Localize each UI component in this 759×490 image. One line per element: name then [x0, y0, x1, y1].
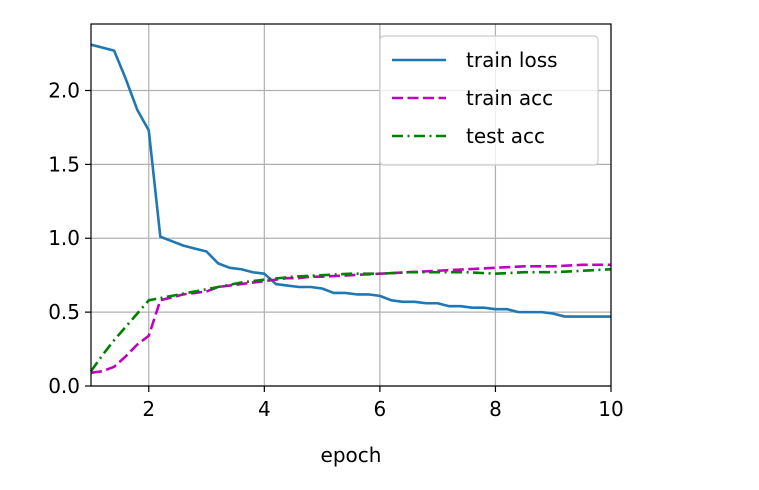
legend-label: test acc [466, 124, 545, 148]
y-tick-label: 1.5 [48, 152, 80, 176]
legend: train loss train acc test acc [380, 36, 598, 165]
x-tick-label: 6 [374, 397, 387, 421]
x-tick-label: 2 [142, 397, 155, 421]
y-tick-label: 0.0 [48, 374, 80, 398]
x-tick-label: 4 [258, 397, 271, 421]
x-tick-label: 8 [489, 397, 502, 421]
series-line-train-acc [91, 265, 611, 373]
legend-label: train loss [466, 48, 558, 72]
y-tick-label: 2.0 [48, 78, 80, 102]
legend-label: train acc [466, 86, 553, 110]
y-tick-label: 0.5 [48, 300, 80, 324]
series-line-test-acc [91, 269, 611, 371]
x-tick-label: 10 [598, 397, 623, 421]
x-axis-label: epoch [321, 443, 382, 467]
y-tick-label: 1.0 [48, 226, 80, 250]
